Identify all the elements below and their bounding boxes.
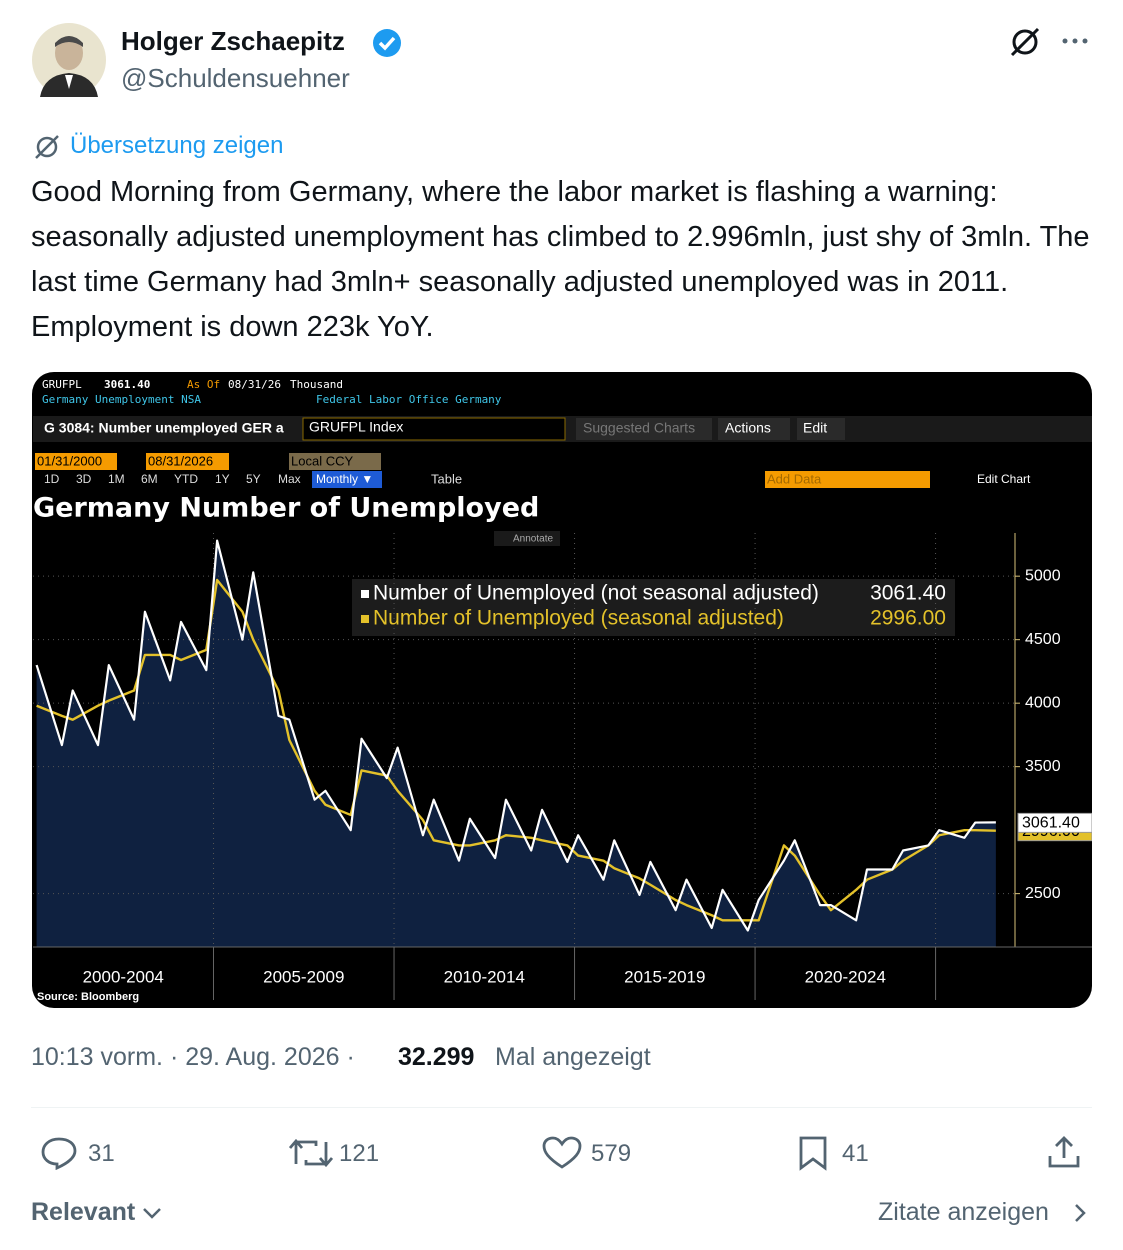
series-line <box>35 539 996 932</box>
author-handle[interactable]: @Schuldensuehner <box>121 63 350 93</box>
tweet-text: Good Morning from Germany, where the lab… <box>31 176 1090 343</box>
last-value-label: 3061.40 <box>1022 815 1080 832</box>
legend-swatch <box>361 590 369 598</box>
sort-chevron[interactable] <box>142 1206 162 1220</box>
frequency: Monthly ▼ <box>316 472 373 486</box>
chart-image[interactable]: GRUFPL 3061.40 As Of 08/31/26 Thousand German… <box>32 372 1092 1008</box>
source-note: Source: Bloomberg <box>37 991 139 1003</box>
grok-icon[interactable] <box>1008 25 1042 59</box>
repost-count: 121 <box>339 1140 380 1167</box>
view-count: 32.299 <box>398 1043 475 1071</box>
chart-title: Germany Number of Unemployed <box>33 493 539 524</box>
verified-badge <box>373 29 401 57</box>
period-button[interactable]: YTD <box>174 472 198 486</box>
y-tick-label: 5000 <box>1025 567 1061 584</box>
chart: GRUFPL 3061.40 As Of 08/31/26 Thousand German… <box>33 378 1092 1003</box>
as-of-label: As Of <box>187 378 220 391</box>
legend-swatch <box>361 615 369 623</box>
reply-icon[interactable] <box>40 1136 80 1170</box>
annotate-pill[interactable] <box>494 531 560 546</box>
legend-label: Number of Unemployed (not seasonal adjus… <box>373 582 819 605</box>
suggested-button[interactable] <box>576 418 712 440</box>
end-date: 08/31/2026 <box>148 453 213 468</box>
source-org: Federal Labor Office Germany <box>316 393 502 406</box>
bookmark-count: 41 <box>842 1140 869 1167</box>
sort-selector[interactable]: Relevant <box>31 1198 136 1226</box>
currency: Local CCY <box>291 453 353 468</box>
avatar[interactable] <box>32 23 106 97</box>
legend-value: 2996.00 <box>870 607 946 630</box>
edit-menu: Edit <box>803 420 827 436</box>
divider <box>31 1107 1092 1108</box>
security: GRUFPL Index <box>309 419 403 435</box>
units: Thousand <box>290 378 343 391</box>
x-tick-label: 2005-2009 <box>263 967 344 986</box>
reply-count: 31 <box>88 1140 115 1167</box>
add-data-box[interactable] <box>765 471 930 488</box>
chart-id: G 3084: Number unemployed GER a <box>44 420 284 436</box>
repost-icon[interactable] <box>288 1136 334 1170</box>
annotate: Annotate <box>513 534 553 545</box>
quotes-link[interactable]: Zitate anzeigen <box>878 1198 1049 1226</box>
translate-icon <box>35 135 59 159</box>
views-label: Mal angezeigt <box>495 1043 651 1071</box>
start-date: 01/31/2000 <box>37 453 102 468</box>
y-tick-label: 4500 <box>1025 631 1061 648</box>
legend-label: Number of Unemployed (seasonal adjusted) <box>373 607 784 630</box>
legend-value: 3061.40 <box>870 582 946 605</box>
more-icon[interactable] <box>1058 34 1092 48</box>
y-tick-label: 4000 <box>1025 694 1061 711</box>
period-button[interactable]: 1D <box>44 472 60 486</box>
author-name[interactable]: Holger Zschaepitz <box>121 26 345 56</box>
y-tick-label: 2500 <box>1025 885 1061 902</box>
like-count: 579 <box>591 1140 632 1167</box>
x-tick-label: 2000-2004 <box>83 967 164 986</box>
y-tick-label: 3500 <box>1025 758 1061 775</box>
period-button[interactable]: 5Y <box>246 472 261 486</box>
start-date-box[interactable] <box>35 453 117 470</box>
area-fill <box>36 540 996 947</box>
translate-link[interactable]: Übersetzung zeigen <box>70 132 284 159</box>
suggested-charts: Suggested Charts <box>583 420 695 436</box>
frequency-box[interactable] <box>312 471 382 488</box>
add-data: Add Data <box>767 471 822 486</box>
edit-chart: Edit Chart <box>977 472 1031 486</box>
description: Germany Unemployment NSA <box>42 393 201 406</box>
actions-menu: Actions <box>725 420 771 436</box>
quotes-chevron[interactable] <box>1073 1203 1087 1223</box>
table-button: Table <box>431 471 462 486</box>
timestamp[interactable]: 10:13 vorm. · 29. Aug. 2026 · <box>31 1043 355 1071</box>
ticker: GRUFPL <box>42 378 82 391</box>
last-value-box <box>1017 812 1092 833</box>
bookmark-icon[interactable] <box>798 1135 830 1171</box>
period-button[interactable]: 6M <box>141 472 158 486</box>
security-input[interactable] <box>302 417 566 441</box>
edit-button[interactable] <box>797 418 845 440</box>
period-button[interactable]: 1M <box>108 472 125 486</box>
period-button[interactable]: 3D <box>76 472 92 486</box>
x-tick-label: 2015-2019 <box>624 967 705 986</box>
share-icon[interactable] <box>1046 1134 1082 1170</box>
legend-box <box>352 579 955 636</box>
last-price: 3061.40 <box>104 378 150 391</box>
period-button[interactable]: Max <box>278 472 301 486</box>
period-button[interactable]: 1Y <box>215 472 230 486</box>
currency-box[interactable] <box>289 453 381 470</box>
x-tick-label: 2010-2014 <box>444 967 525 986</box>
as-of-date: 08/31/26 <box>228 378 281 391</box>
actions-button[interactable] <box>718 418 790 440</box>
end-date-box[interactable] <box>146 453 229 470</box>
x-tick-label: 2020-2024 <box>805 967 886 986</box>
like-icon[interactable] <box>542 1136 582 1170</box>
